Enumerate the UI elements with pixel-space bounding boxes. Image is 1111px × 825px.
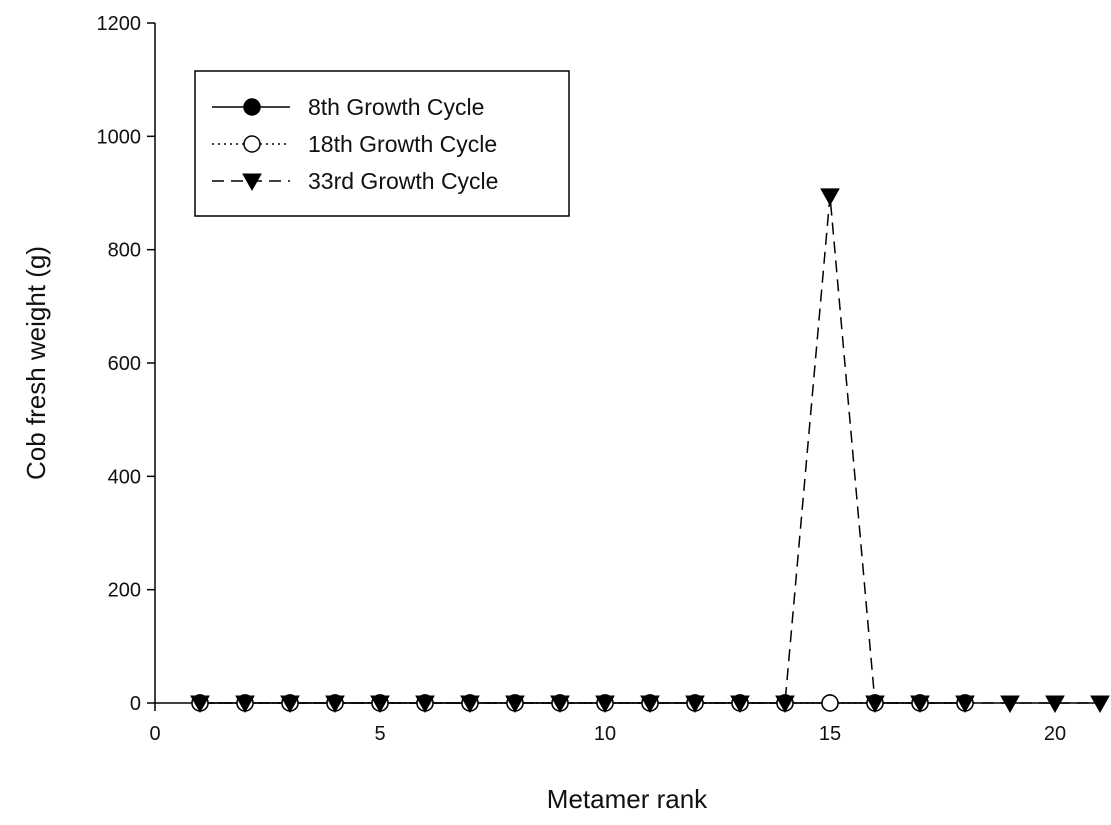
series-3-point <box>1000 695 1020 714</box>
x-tick-label: 5 <box>374 723 385 745</box>
series-3-point <box>190 695 210 714</box>
legend: 8th Growth Cycle 18th Growth Cycle 33rd Gr… <box>194 70 570 217</box>
legend-marker <box>242 173 262 192</box>
legend-marker <box>243 135 261 153</box>
series-3-point <box>1045 695 1065 714</box>
legend-label: 18th Growth Cycle <box>308 131 497 157</box>
series-line-3 <box>200 195 1100 704</box>
y-tick-label: 1000 <box>97 126 142 148</box>
legend-label: 8th Growth Cycle <box>308 94 484 120</box>
series-3-point <box>325 695 345 714</box>
y-tick-label: 0 <box>130 693 141 715</box>
series-3-point <box>1090 695 1110 714</box>
series-3-point <box>235 695 255 714</box>
y-tick-label: 600 <box>108 353 141 375</box>
series-3-point <box>595 695 615 714</box>
series-3-point <box>865 695 885 714</box>
x-tick-label: 15 <box>819 723 841 745</box>
x-tick-label: 0 <box>149 723 160 745</box>
y-tick-label: 200 <box>108 580 141 602</box>
series-3-point <box>280 695 300 714</box>
series-3-point <box>820 188 840 206</box>
series-3-point <box>550 695 570 714</box>
y-tick-label: 1200 <box>97 13 142 35</box>
series-3-point <box>370 695 390 714</box>
series-3-point <box>460 695 480 714</box>
legend-marker <box>243 98 261 116</box>
y-tick-label: 800 <box>108 240 141 262</box>
series-3-point <box>955 695 975 714</box>
legend-label: 33rd Growth Cycle <box>308 168 498 194</box>
series-3-point <box>730 695 750 714</box>
series-3-point <box>415 695 435 714</box>
x-tick-label: 20 <box>1044 723 1066 745</box>
series-3-point <box>775 695 795 714</box>
y-tick-label: 400 <box>108 466 141 488</box>
x-tick-label: 10 <box>594 723 616 745</box>
series-3-point <box>640 695 660 714</box>
x-axis-title: Metamer rank <box>547 784 708 814</box>
series-2-point <box>821 694 839 712</box>
series-3-point <box>910 695 930 714</box>
series-3-point <box>685 695 705 714</box>
series-3-point <box>505 695 525 714</box>
y-axis-title: Cob fresh weight (g) <box>21 246 51 480</box>
